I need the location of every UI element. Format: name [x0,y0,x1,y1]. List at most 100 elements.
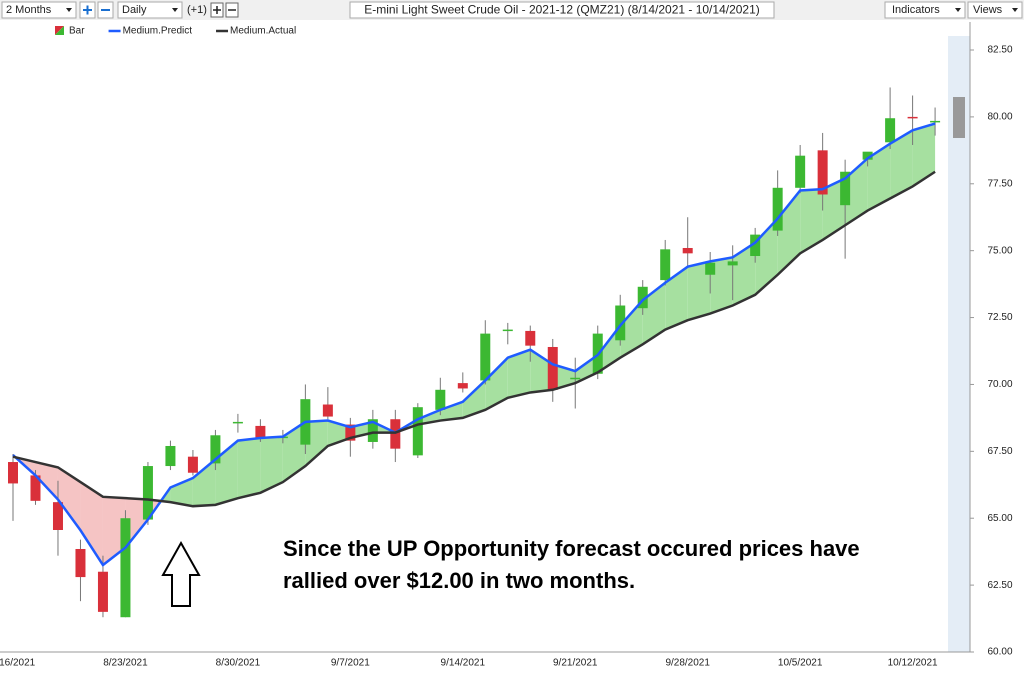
candle-body [52,502,63,530]
views-label: Views [973,4,1003,16]
x-tick-label: 9/7/2021 [331,658,370,669]
forecast-zone [948,36,970,652]
band-layer [13,123,936,566]
line-series [12,122,936,567]
forecast-band [620,300,643,358]
candle-body [232,421,243,424]
views-select[interactable] [967,1,1023,19]
candle-body [30,475,41,501]
x-tick-label: 10/12/2021 [888,658,938,669]
x-tick-label: 8/16/2021 [0,658,36,669]
forecast-band [575,355,598,384]
candle-body [727,261,738,266]
forecast-band [912,123,936,187]
y-tick-label: 65.00 [987,513,1012,524]
interval-label: Daily [122,4,147,16]
range-label: 2 Months [6,4,52,16]
x-tick-label: 9/21/2021 [553,658,598,669]
candle-body [817,150,828,195]
candle-body [862,151,873,160]
candle-body [840,171,851,206]
forecast-band [687,261,711,321]
x-tick-label: 10/5/2021 [778,658,823,669]
indicators-select[interactable] [884,1,966,19]
y-tick-label: 82.50 [987,45,1012,56]
candle-body [705,262,716,275]
candle-body [930,120,941,123]
forecast-band [237,437,261,499]
candle-body [8,462,18,484]
dropdown-icon [66,8,72,12]
forecast-band [710,257,733,314]
plus-icon [213,6,221,14]
y-tick-label: 60.00 [987,647,1012,658]
forecast-band [732,242,756,306]
candle-body [502,329,513,332]
x-tick-label: 8/30/2021 [216,658,261,669]
x-tick-label: 8/23/2021 [103,658,148,669]
y-tick-label: 75.00 [987,245,1012,256]
forecast-band [192,459,216,507]
forecast-band [665,266,688,330]
candle-body [885,118,896,143]
annotation: Since the UP Opportunity forecast occure… [283,536,860,561]
candle-body [457,383,468,389]
forecast-band [57,467,81,531]
legend-label: Medium.Actual [230,26,296,37]
forecast-band [462,380,486,418]
candle-body [547,346,558,390]
forecast-band [890,130,913,199]
dropdown-icon [1012,8,1018,12]
x-tick-label: 9/14/2021 [441,658,486,669]
chart-title: E-mini Light Sweet Crude Oil - 2021-12 (… [364,3,760,17]
y-tick-label: 72.50 [987,312,1012,323]
forecast-band [35,462,58,500]
legend-label: Bar [69,26,85,37]
candle-body [750,234,761,257]
up-arrow [161,540,201,607]
y-tick-label: 70.00 [987,379,1012,390]
candle-body [75,548,86,578]
interval-select[interactable] [117,1,183,19]
candle-body [772,187,783,231]
forecast-band [822,178,846,240]
forecast-band [102,496,126,566]
candle-body [615,305,626,341]
y-tick-label: 62.50 [987,580,1012,591]
candle-body [795,155,806,188]
candle-body [142,466,153,520]
forecast-band [215,440,238,505]
dropdown-icon [955,8,961,12]
candle-body [570,377,581,380]
candle-body [165,445,176,467]
candle-body [435,389,446,410]
forecast-band [552,364,576,390]
price-marker [953,97,965,138]
forecast-band [125,498,148,548]
indicators-label: Indicators [892,4,940,16]
legend-icon [55,26,64,35]
candle-body [525,330,536,346]
candle-body [367,419,378,442]
candle-body [255,425,266,438]
candle-body [187,456,198,473]
candle-body [637,286,648,309]
candle-body [120,518,131,618]
candle-body [907,116,918,119]
title-box [349,1,775,19]
forecast-band [777,190,801,275]
candle-body [210,435,221,464]
candle-body [660,249,671,281]
candle-body [322,404,333,417]
dropdown-icon [172,8,178,12]
plus-icon [83,5,92,15]
forecast-band [282,421,306,483]
forecast-band [260,436,283,493]
line-series [12,170,936,508]
forecast-band [305,420,328,467]
range-select[interactable] [1,1,77,19]
y-tick-label: 80.00 [987,112,1012,123]
y-tick-label: 67.50 [987,446,1012,457]
annotation: rallied over $12.00 in two months. [283,568,635,593]
